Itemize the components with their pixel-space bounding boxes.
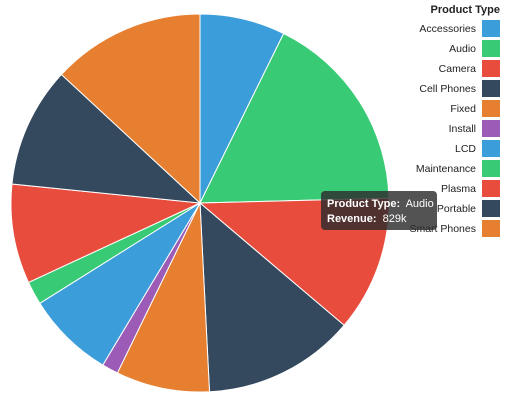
- tooltip-value-product-type: Audio: [406, 198, 434, 210]
- pie-slice-plasma[interactable]: [10, 183, 202, 284]
- legend-label: Accessories: [419, 23, 476, 35]
- legend-swatch: [482, 20, 500, 37]
- legend-item-cell-phones[interactable]: Cell Phones: [419, 80, 500, 97]
- legend-label: LCD: [455, 143, 476, 155]
- legend-item-audio[interactable]: Audio: [449, 40, 500, 57]
- legend-label: Plasma: [441, 183, 476, 195]
- legend-item-camera[interactable]: Camera: [439, 60, 500, 77]
- pie-slice-fixed[interactable]: [116, 202, 211, 393]
- legend-swatch: [482, 100, 500, 117]
- legend-item-accessories[interactable]: Accessories: [419, 20, 500, 37]
- legend-item-plasma[interactable]: Plasma: [441, 180, 500, 197]
- legend-label: Camera: [439, 63, 477, 75]
- legend-label: Portable: [437, 203, 476, 215]
- legend-item-maintenance[interactable]: Maintenance: [416, 160, 500, 177]
- legend-label: Cell Phones: [419, 83, 476, 95]
- legend-item-portable[interactable]: Portable: [437, 200, 500, 217]
- legend-swatch: [482, 80, 500, 97]
- legend-swatch: [482, 40, 500, 57]
- tooltip-value-revenue: 829k: [383, 213, 407, 225]
- legend-swatch: [482, 140, 500, 157]
- legend-item-fixed[interactable]: Fixed: [450, 100, 500, 117]
- tooltip-background: [321, 191, 437, 230]
- legend-swatch: [482, 160, 500, 177]
- tooltip-key-product-type: Product Type:: [327, 198, 400, 210]
- legend-label: Audio: [449, 43, 476, 55]
- legend-label: Fixed: [450, 103, 476, 115]
- legend-title: Product Type: [431, 4, 500, 16]
- legend-swatch: [482, 180, 500, 197]
- legend-label: Install: [449, 123, 476, 135]
- pie-slice-smart-phones[interactable]: [60, 13, 201, 205]
- tooltip-key-revenue: Revenue:: [327, 213, 377, 225]
- legend-swatch: [482, 200, 500, 217]
- legend: Product Type Accessories Audio Camera Cell …: [409, 4, 500, 237]
- legend-item-lcd[interactable]: LCD: [455, 140, 500, 157]
- pie-slice-portable[interactable]: [11, 73, 202, 204]
- tooltip: Product Type: Audio Revenue: 829k: [321, 191, 437, 230]
- pie-slices: [10, 13, 390, 393]
- legend-swatch: [482, 220, 500, 237]
- legend-item-install[interactable]: Install: [449, 120, 500, 137]
- legend-label: Maintenance: [416, 163, 476, 175]
- legend-swatch: [482, 60, 500, 77]
- pie-slice-audio[interactable]: [199, 32, 390, 204]
- svg-text:Revenue: 829k: Revenue: 829k: [327, 213, 407, 225]
- legend-swatch: [482, 120, 500, 137]
- pie-slice-cell-phones[interactable]: [199, 201, 345, 393]
- svg-text:Product Type: Audio: Product Type: Audio: [327, 198, 434, 210]
